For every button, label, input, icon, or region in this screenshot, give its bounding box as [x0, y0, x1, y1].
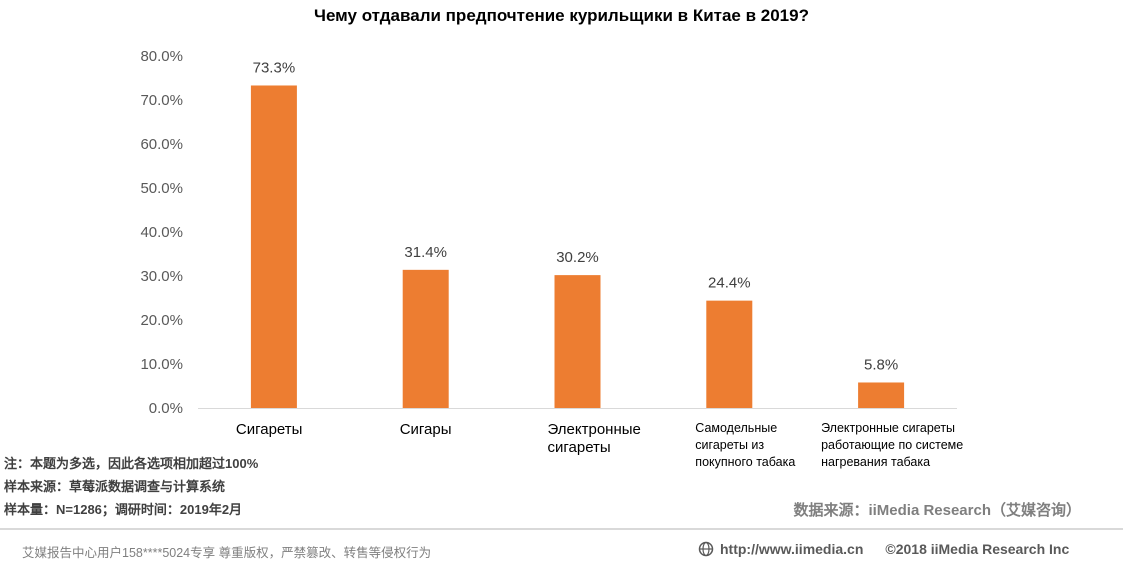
y-tick-label: 60.0% [140, 136, 183, 153]
y-tick-label: 50.0% [140, 180, 183, 197]
category-label-line: Самодельные [695, 421, 778, 435]
bar [858, 382, 905, 408]
y-tick-label: 80.0% [140, 48, 183, 65]
y-tick-label: 0.0% [149, 400, 183, 417]
category-label-line: Электронные [547, 421, 641, 438]
category-label-line: Сигареты [235, 421, 303, 438]
category-label-line: Электронные сигареты [821, 421, 956, 435]
y-tick-label: 30.0% [140, 268, 183, 285]
bar [250, 85, 297, 408]
note-multiselect: 注：本题为多选，因此各选项相加超过100% [4, 456, 259, 471]
footer-right: http://www.iimedia.cn ©2018 iiMedia Rese… [698, 541, 1069, 557]
y-tick-label: 10.0% [140, 356, 183, 373]
category-label-line: работающие по системе [821, 438, 964, 452]
bar-chart: 0.0% 10.0% 20.0% 30.0% 40.0% 50.0% 60.0% 70.0% 8… [140, 48, 957, 417]
category-label: Сигары [400, 421, 452, 439]
category-label-line: сигареты из [695, 438, 765, 452]
category-label-line: сигареты [547, 439, 611, 456]
data-source: 数据来源：iiMedia Research（艾媒咨询） [793, 502, 1081, 519]
data-label: 73.3% [253, 59, 296, 76]
bar [402, 269, 449, 408]
data-label: 31.4% [404, 244, 447, 261]
y-tick-label: 70.0% [140, 92, 183, 109]
category-label-line: нагревания табака [821, 455, 931, 469]
y-tick-label: 40.0% [140, 224, 183, 241]
data-label: 24.4% [708, 275, 751, 292]
chart-title: Чему отдавали предпочтение курильщики в … [314, 6, 809, 25]
notes-block: 注：本题为多选，因此各选项相加超过100% 样本来源：草莓派数据调查与计算系统 … [4, 452, 258, 521]
footer-copyright: ©2018 iiMedia Research Inc [885, 541, 1070, 557]
category-label: Электронные сигареты [548, 421, 641, 457]
category-label-line: покупного табака [695, 455, 796, 469]
footer-copyright-notice: 艾媒报告中心用户158****5024专享 尊重版权，严禁篡改、转售等侵权行为 [22, 546, 432, 560]
data-label: 30.2% [556, 249, 599, 266]
footer-divider [0, 528, 1123, 530]
globe-icon [698, 541, 714, 557]
note-sample-source: 样本来源：草莓派数据调查与计算系统 [4, 479, 226, 494]
bar [706, 300, 753, 408]
category-label: Сигареты [236, 421, 303, 439]
category-label-line: Сигары [399, 421, 452, 438]
bar [554, 275, 601, 408]
data-label: 5.8% [864, 356, 898, 373]
y-tick-label: 20.0% [140, 312, 183, 329]
note-sample-size: 样本量：N=1286；调研时间：2019年2月 [4, 502, 243, 517]
category-label: Электронные сигареты работающие по систем… [821, 420, 963, 471]
category-label: Самодельные сигареты из покупного табака [695, 420, 795, 471]
footer-url-link[interactable]: http://www.iimedia.cn [720, 541, 864, 557]
